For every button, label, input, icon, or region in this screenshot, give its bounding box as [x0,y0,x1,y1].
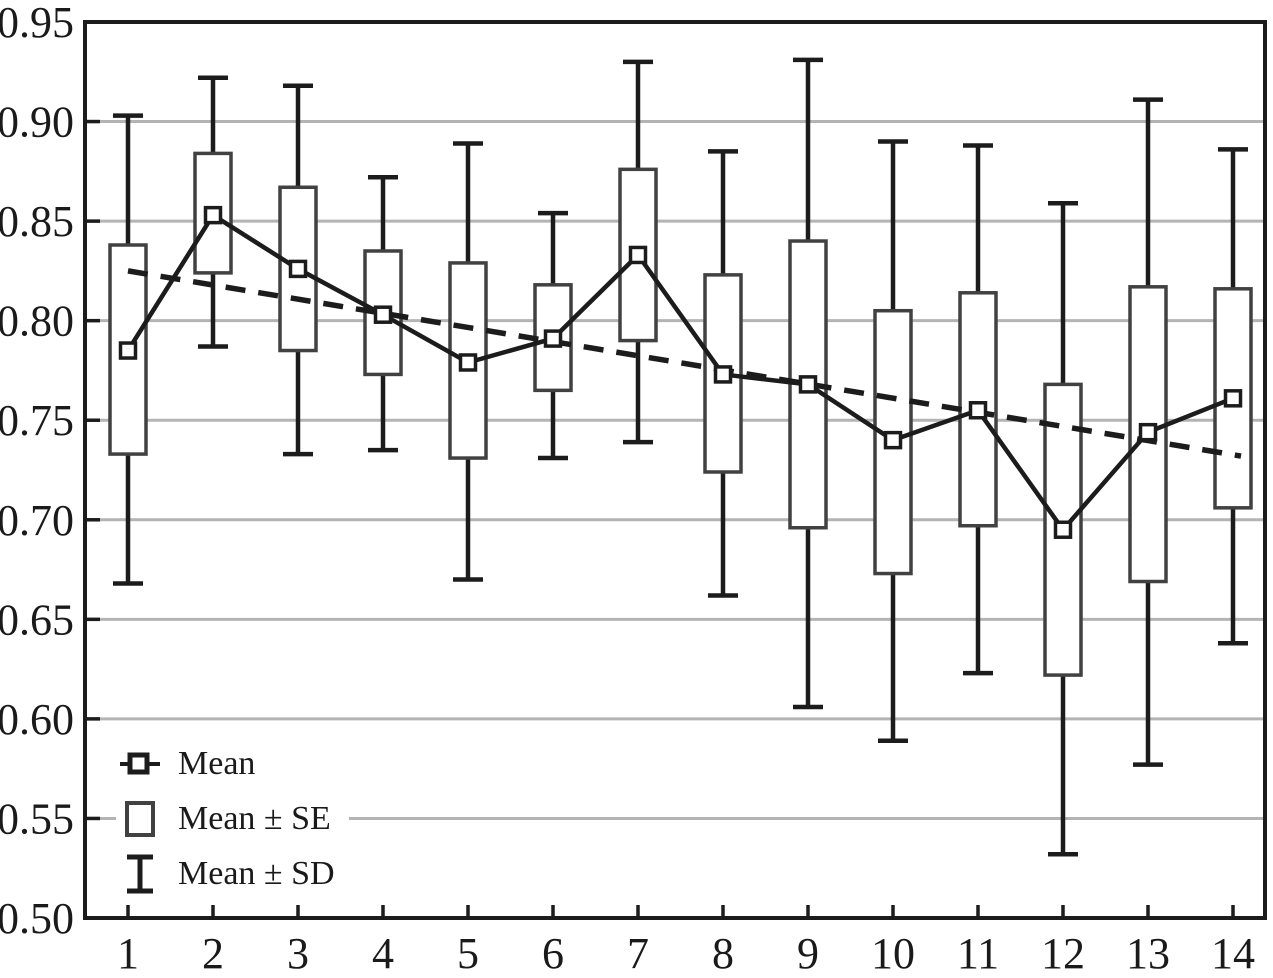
svg-text:0.80: 0.80 [0,297,74,346]
svg-text:0.70: 0.70 [0,496,74,545]
trend-line [127,268,1242,459]
y-axis-labels: 0.95 0.90 0.85 0.80 0.75 0.70 0.65 0.60 0.55 0.50 [0,0,74,943]
svg-text:0.95: 0.95 [0,0,74,47]
svg-text:13: 13 [1126,929,1170,978]
svg-text:4: 4 [372,929,394,978]
svg-text:9: 9 [797,929,819,978]
svg-text:6: 6 [542,929,564,978]
legend-item-mean-se: Mean ± SE [116,797,349,841]
mean-marker-icon [120,752,160,775]
svg-text:0.65: 0.65 [0,595,74,644]
svg-text:10: 10 [871,929,915,978]
svg-text:0.85: 0.85 [0,197,74,246]
plot-frame [83,20,1267,920]
svg-text:0.60: 0.60 [0,695,74,744]
legend-item-mean: Mean [116,742,349,786]
svg-text:3: 3 [287,929,309,978]
x-axis-labels: 1 2 3 4 5 6 7 8 9 10 11 12 13 14 [117,929,1255,978]
legend: Mean Mean ± SE Mean ± SD [116,742,349,896]
mean-markers [118,205,1243,539]
svg-text:7: 7 [627,929,649,978]
svg-text:0.75: 0.75 [0,396,74,445]
svg-text:2: 2 [202,929,224,978]
se-boxes [108,151,1253,677]
x-axis-ticks [126,905,1235,918]
svg-text:0.90: 0.90 [0,98,74,147]
legend-label-mean-se: Mean ± SE [178,800,331,837]
svg-text:14: 14 [1211,929,1255,978]
legend-label-mean: Mean [178,745,256,782]
gridlines [85,120,1265,820]
se-box-icon [125,801,155,837]
legend-item-mean-sd: Mean ± SD [116,852,349,896]
mean-line [126,212,1234,534]
svg-text:5: 5 [457,929,479,978]
sd-whisker-icon [127,854,153,894]
svg-text:0.55: 0.55 [0,794,74,843]
svg-text:8: 8 [712,929,734,978]
y-axis-ticks [85,20,100,920]
svg-text:1: 1 [117,929,139,978]
legend-label-mean-sd: Mean ± SD [178,855,335,892]
svg-text:12: 12 [1041,929,1085,978]
svg-text:11: 11 [957,929,999,978]
svg-text:0.50: 0.50 [0,894,74,943]
